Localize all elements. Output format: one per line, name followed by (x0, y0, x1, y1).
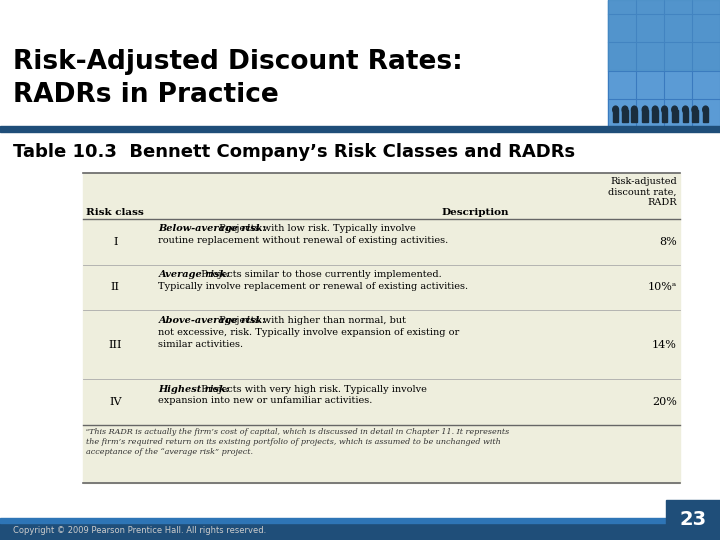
Text: IV: IV (109, 397, 122, 407)
Text: Projects with very high risk. Typically involve: Projects with very high risk. Typically … (198, 384, 426, 394)
Bar (613, 110, 618, 122)
Bar (0, 518, 720, 523)
Bar (631, 110, 637, 122)
Text: Projects with higher than normal, but: Projects with higher than normal, but (216, 316, 406, 325)
Text: ᵃThis RADR is actually the firm’s cost of capital, which is discussed in detail : ᵃThis RADR is actually the firm’s cost o… (86, 428, 510, 456)
Ellipse shape (631, 106, 637, 113)
Bar (622, 110, 628, 122)
Text: III: III (109, 340, 122, 350)
Text: not excessive, risk. Typically involve expansion of existing or: not excessive, risk. Typically involve e… (158, 328, 459, 336)
Ellipse shape (642, 106, 648, 113)
Ellipse shape (662, 106, 667, 113)
Text: Risk class: Risk class (86, 208, 144, 217)
Bar (703, 110, 708, 122)
Ellipse shape (672, 106, 678, 113)
Text: Description: Description (441, 208, 509, 217)
Bar (672, 110, 678, 122)
Bar (642, 110, 648, 122)
Text: Copyright © 2009 Pearson Prentice Hall. All rights reserved.: Copyright © 2009 Pearson Prentice Hall. … (13, 526, 266, 535)
Text: Below-average risk:: Below-average risk: (158, 224, 266, 233)
Text: 20%: 20% (652, 397, 677, 407)
Ellipse shape (683, 106, 688, 113)
Text: 8%: 8% (659, 237, 677, 247)
Bar (666, 500, 720, 540)
Bar (0, 523, 720, 540)
Text: Average risk:: Average risk: (158, 270, 230, 279)
Text: expansion into new or unfamiliar activities.: expansion into new or unfamiliar activit… (158, 396, 373, 406)
Bar (608, 0, 720, 70)
Ellipse shape (703, 106, 708, 113)
Text: I: I (113, 237, 117, 247)
Text: Projects with low risk. Typically involve: Projects with low risk. Typically involv… (216, 224, 415, 233)
Text: Projects similar to those currently implemented.: Projects similar to those currently impl… (198, 270, 441, 279)
Text: similar activities.: similar activities. (158, 340, 243, 348)
Bar (683, 110, 688, 122)
Ellipse shape (622, 106, 628, 113)
Text: Risk-adjusted
discount rate,
RADR: Risk-adjusted discount rate, RADR (608, 177, 677, 207)
Bar (662, 110, 667, 122)
Text: Above-average risk:: Above-average risk: (158, 316, 266, 325)
Text: 10%ᵃ: 10%ᵃ (647, 282, 677, 293)
Text: routine replacement without renewal of existing activities.: routine replacement without renewal of e… (158, 236, 449, 245)
Bar (608, 0, 720, 127)
Bar (83, 173, 680, 483)
Bar (692, 110, 698, 122)
Bar (652, 110, 658, 122)
Ellipse shape (613, 106, 618, 113)
Text: 23: 23 (680, 510, 707, 529)
Bar (0, 126, 720, 132)
Text: 14%: 14% (652, 340, 677, 350)
Ellipse shape (652, 106, 658, 113)
Text: RADRs in Practice: RADRs in Practice (13, 82, 279, 107)
Text: Typically involve replacement or renewal of existing activities.: Typically involve replacement or renewal… (158, 282, 469, 291)
Text: Highest risk:: Highest risk: (158, 384, 230, 394)
Text: Risk-Adjusted Discount Rates:: Risk-Adjusted Discount Rates: (13, 49, 463, 75)
Text: Table 10.3  Bennett Company’s Risk Classes and RADRs: Table 10.3 Bennett Company’s Risk Classe… (13, 143, 575, 161)
Text: II: II (111, 282, 120, 293)
Ellipse shape (692, 106, 698, 113)
